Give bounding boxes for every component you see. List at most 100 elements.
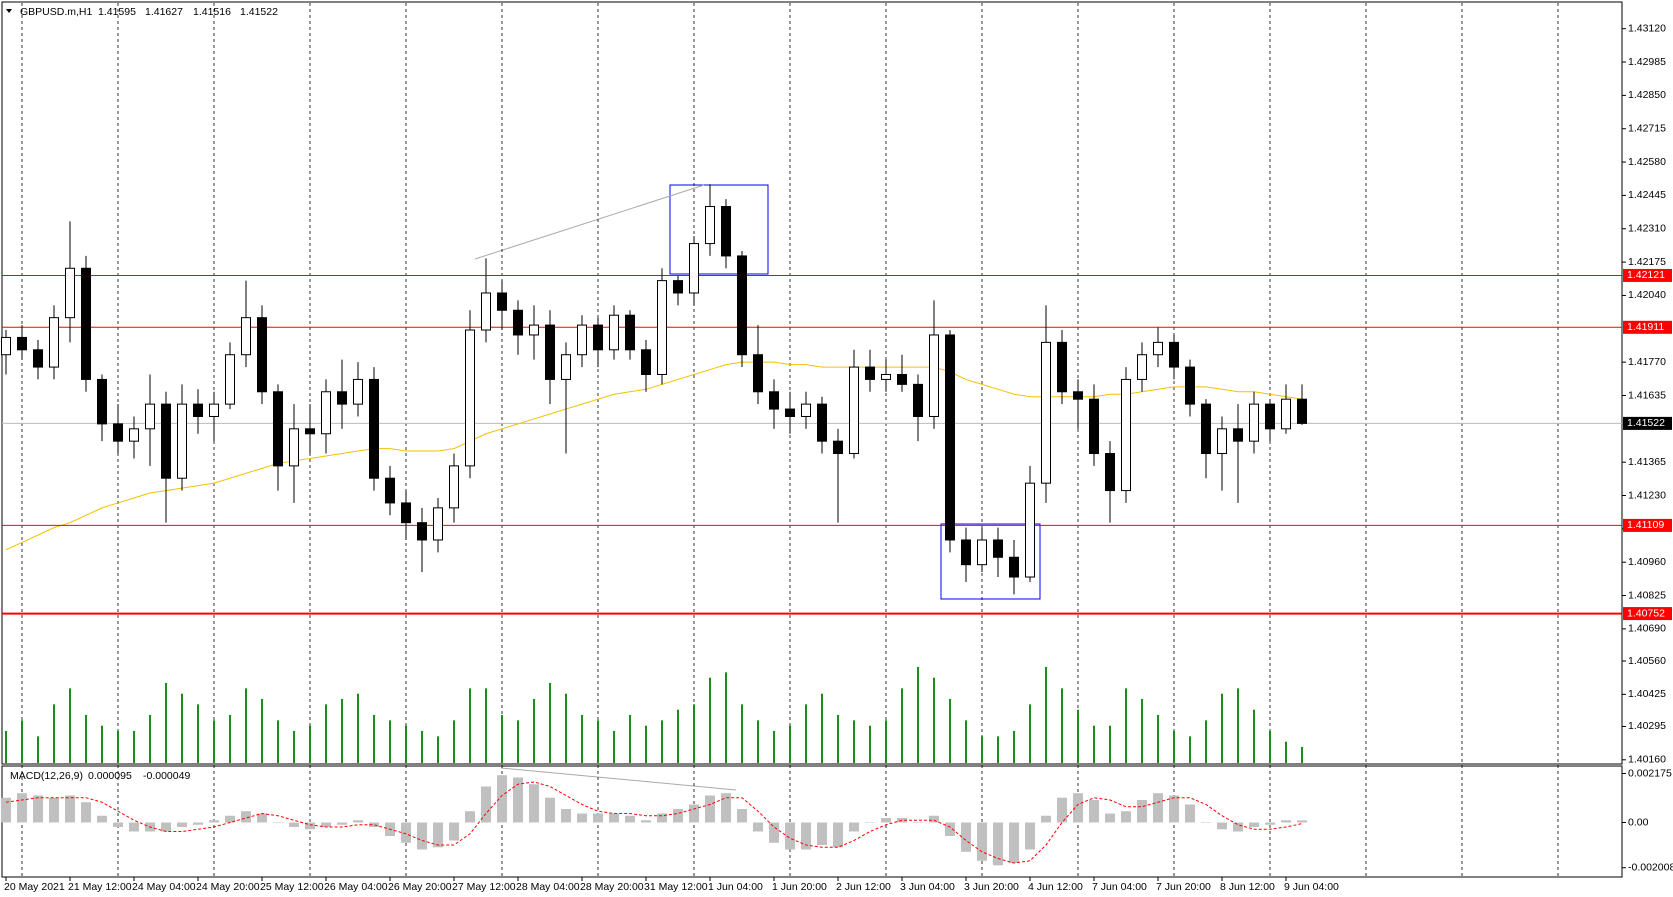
y-tick-label: 0.002175 xyxy=(1628,767,1672,779)
candle-body xyxy=(321,391,331,435)
candle-body xyxy=(1137,354,1147,380)
candle-body xyxy=(49,317,59,368)
candle-body xyxy=(913,383,923,417)
candle-body xyxy=(689,243,699,294)
macd-bar xyxy=(1201,822,1211,823)
trend-line xyxy=(474,184,705,260)
y-tick-label: 1.43120 xyxy=(1628,22,1666,34)
macd-bar xyxy=(1153,793,1163,823)
candle-body xyxy=(625,314,635,351)
macd-bar xyxy=(161,822,171,832)
candle-body xyxy=(929,334,939,417)
macd-bar xyxy=(241,811,251,823)
macd-bar xyxy=(33,795,43,823)
y-tick-label: 1.40160 xyxy=(1628,754,1666,766)
candle-body xyxy=(641,349,651,375)
candle-body xyxy=(1217,428,1227,455)
macd-bar xyxy=(689,804,699,823)
x-tick-label: 20 May 2021 xyxy=(4,881,65,893)
x-tick-label: 26 May 20:00 xyxy=(388,881,452,893)
candle-body xyxy=(385,477,395,504)
x-tick-label: 7 Jun 04:00 xyxy=(1092,881,1147,893)
y-tick-label: 1.42985 xyxy=(1628,56,1666,68)
candle-body xyxy=(609,314,619,351)
macd-bar xyxy=(1265,822,1275,825)
y-tick-label: 1.40425 xyxy=(1628,688,1666,700)
macd-bar xyxy=(1233,822,1243,832)
y-tick-label: 1.42310 xyxy=(1628,223,1666,235)
candle-body xyxy=(1105,453,1115,492)
macd-bar xyxy=(705,795,715,823)
macd-bar xyxy=(1185,804,1195,823)
y-tick-label: -0.002008 xyxy=(1628,862,1673,874)
header-value: 1.41627 xyxy=(145,6,183,18)
candle-body xyxy=(1041,341,1051,484)
header-value: 1.41595 xyxy=(98,6,136,18)
candle-body xyxy=(801,403,811,417)
macd-bar xyxy=(849,822,859,832)
candle-body xyxy=(785,408,795,417)
candle-body xyxy=(337,391,347,405)
candle-body xyxy=(673,280,683,294)
x-tick-label: 2 Jun 12:00 xyxy=(836,881,891,893)
macd-bar xyxy=(1249,822,1259,828)
macd-bar xyxy=(433,822,443,848)
candle-body xyxy=(465,329,475,467)
candle-body xyxy=(593,324,603,351)
macd-bar xyxy=(321,822,331,828)
candle-body xyxy=(145,403,155,430)
macd-title: MACD(12,26,9) xyxy=(10,770,83,782)
x-tick-label: 28 May 20:00 xyxy=(580,881,644,893)
candle-body xyxy=(545,324,555,380)
macd-bar xyxy=(577,813,587,823)
candle-body xyxy=(1153,341,1163,356)
macd-bar xyxy=(977,822,987,861)
macd-bar xyxy=(225,815,235,823)
macd-bar xyxy=(369,822,379,828)
macd-bar xyxy=(545,797,555,823)
header-value: 1.41522 xyxy=(240,6,278,18)
macd-bar xyxy=(65,795,75,823)
macd-bar xyxy=(1,797,11,823)
candle-body xyxy=(417,522,427,541)
candle-body xyxy=(65,267,75,319)
y-tick-label: 1.42580 xyxy=(1628,156,1666,168)
candle-body xyxy=(1201,403,1211,455)
candle-body xyxy=(305,428,315,435)
macd-bar xyxy=(193,822,203,825)
macd-bar xyxy=(1105,813,1115,823)
candle-body xyxy=(897,373,907,385)
candle-body xyxy=(241,317,251,356)
moving-average xyxy=(5,361,1303,551)
x-tick-label: 9 Jun 04:00 xyxy=(1284,881,1339,893)
macd-bar xyxy=(273,822,283,823)
candle-body xyxy=(1057,341,1067,393)
menu-arrow[interactable] xyxy=(6,9,12,13)
macd-bar xyxy=(641,820,651,823)
macd-bar xyxy=(1089,799,1099,823)
macd-bar xyxy=(257,813,267,823)
macd-bar xyxy=(97,815,107,823)
x-tick-label: 24 May 20:00 xyxy=(196,881,260,893)
candle-body xyxy=(177,403,187,479)
candle-body xyxy=(769,391,779,410)
y-tick-label: 1.40295 xyxy=(1628,720,1666,732)
macd-bar xyxy=(1121,811,1131,823)
macd-bar xyxy=(1057,797,1067,823)
x-tick-label: 24 May 04:00 xyxy=(132,881,196,893)
candle-body xyxy=(1169,341,1179,368)
candle-body xyxy=(945,334,955,541)
macd-bar xyxy=(929,815,939,823)
main-panel xyxy=(1,1,1623,765)
macd-bar xyxy=(561,808,571,823)
macd-bar xyxy=(961,822,971,852)
macd-bar xyxy=(209,820,219,823)
macd-bar xyxy=(289,822,299,828)
macd-bar xyxy=(17,793,27,823)
macd-bar xyxy=(593,813,603,823)
macd-bar xyxy=(81,802,91,823)
price-tag xyxy=(1623,416,1672,430)
x-tick-label: 8 Jun 12:00 xyxy=(1220,881,1275,893)
macd-bar xyxy=(673,808,683,823)
y-tick-label: 1.42715 xyxy=(1628,123,1666,135)
